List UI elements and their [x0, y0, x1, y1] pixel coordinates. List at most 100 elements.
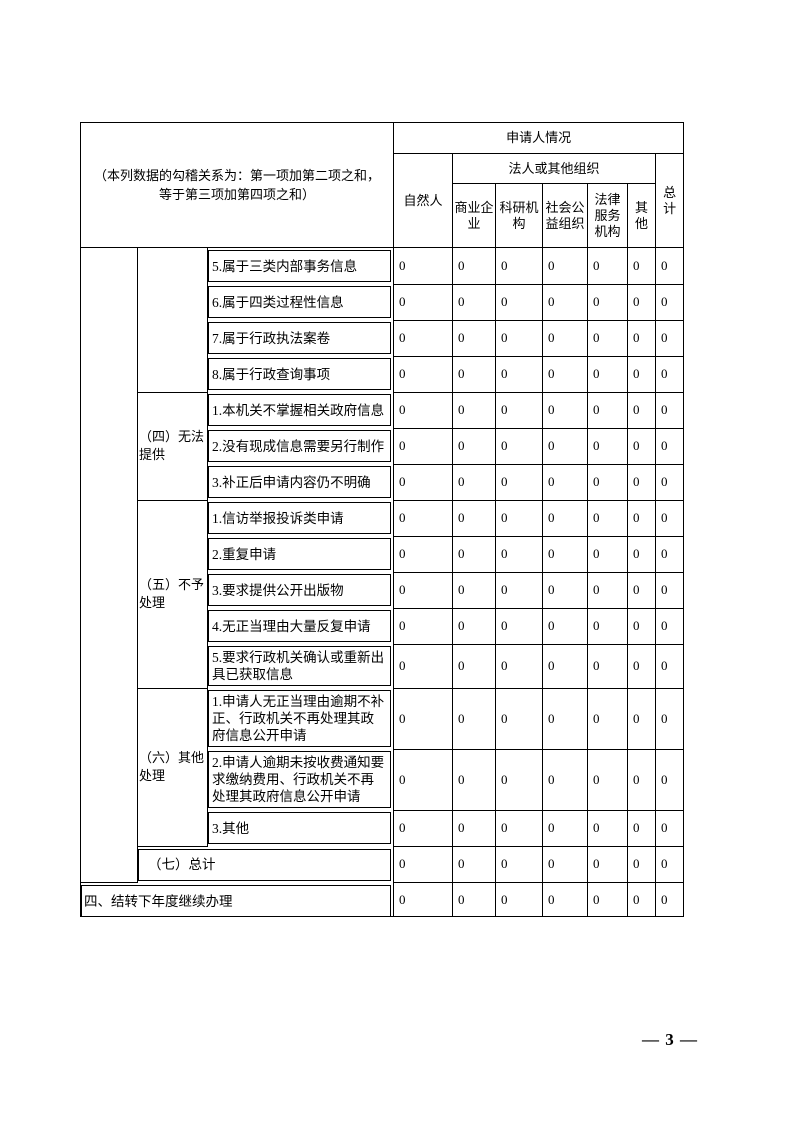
data-cell: 0 [452, 809, 497, 847]
item-label-cell: 1.信访举报投诉类申请 [206, 500, 395, 536]
item-label: 7.属于行政执法案卷 [208, 322, 392, 354]
data-cell: 0 [627, 882, 657, 917]
section-label-cell: （六）其他处理 [137, 687, 208, 847]
col-header-commercial-enterprise: 商业企业 [452, 183, 497, 248]
section-label-cell: （五）不予处理 [137, 499, 208, 689]
data-cell: 0 [452, 247, 497, 285]
data-cell: 0 [542, 391, 589, 429]
data-cell: 0 [627, 427, 657, 465]
data-cell: 0 [587, 607, 629, 645]
data-cell: 0 [495, 319, 544, 357]
data-cell: 0 [452, 535, 497, 573]
data-cell: 0 [393, 391, 454, 429]
section-label-cell: （四）无法提供 [137, 391, 208, 501]
data-cell: 0 [495, 463, 544, 501]
col-header-total: 总计 [655, 153, 685, 248]
data-cell: 0 [542, 643, 589, 689]
data-cell: 0 [542, 319, 589, 357]
data-cell: 0 [627, 499, 657, 537]
data-cell: 0 [495, 809, 544, 847]
item-label-cell: 1.本机关不掌握相关政府信息 [206, 392, 395, 428]
data-cell: 0 [542, 607, 589, 645]
data-cell: 0 [655, 463, 685, 501]
data-cell: 0 [587, 463, 629, 501]
data-cell: 0 [655, 535, 685, 573]
data-cell: 0 [452, 687, 497, 750]
item-label: 6.属于四类过程性信息 [208, 286, 392, 318]
data-cell: 0 [393, 607, 454, 645]
col-header-natural-person: 自然人 [393, 153, 454, 248]
item-label-cell: 2.申请人逾期未按收费通知要求缴纳费用、行政机关不再处理其政府信息公开申请 [206, 749, 395, 810]
item-label: 3.其他 [208, 812, 392, 844]
item-label-cell: 5.要求行政机关确认或重新出具已获取信息 [206, 644, 395, 688]
data-cell: 0 [495, 391, 544, 429]
data-cell: 0 [393, 463, 454, 501]
data-cell: 0 [587, 809, 629, 847]
page-number: — 3 — [642, 1030, 698, 1049]
data-cell: 0 [393, 845, 454, 883]
spanning-empty-cell [80, 247, 138, 883]
data-cell: 0 [393, 355, 454, 393]
statistics-table: （本列数据的勾稽关系为：第一项加第二项之和， 等于第三项加第四项之和） 申请人情… [79, 122, 685, 917]
data-cell: 0 [587, 748, 629, 811]
data-cell: 0 [542, 571, 589, 609]
data-cell: 0 [655, 427, 685, 465]
item-label: 1.信访举报投诉类申请 [208, 502, 392, 534]
item-label-cell: 3.要求提供公开出版物 [206, 572, 395, 608]
data-cell: 0 [627, 283, 657, 321]
data-cell: 0 [655, 809, 685, 847]
data-cell: 0 [542, 845, 589, 883]
data-cell: 0 [452, 571, 497, 609]
data-cell: 0 [393, 809, 454, 847]
data-cell: 0 [587, 319, 629, 357]
data-cell: 0 [655, 882, 685, 917]
data-cell: 0 [495, 571, 544, 609]
section-label-cell [137, 247, 208, 393]
data-cell: 0 [452, 643, 497, 689]
header-applicant-situation: 申请人情况 [393, 122, 685, 154]
data-cell: 0 [495, 247, 544, 285]
data-cell: 0 [587, 643, 629, 689]
data-cell: 0 [452, 845, 497, 883]
item-label: 3.补正后申请内容仍不明确 [208, 466, 392, 498]
data-cell: 0 [587, 882, 629, 917]
data-cell: 0 [393, 499, 454, 537]
data-cell: 0 [655, 607, 685, 645]
data-cell: 0 [542, 247, 589, 285]
data-cell: 0 [587, 571, 629, 609]
data-cell: 0 [655, 643, 685, 689]
data-cell: 0 [495, 355, 544, 393]
data-cell: 0 [627, 247, 657, 285]
data-cell: 0 [393, 535, 454, 573]
data-cell: 0 [452, 607, 497, 645]
data-cell: 0 [587, 535, 629, 573]
data-cell: 0 [587, 355, 629, 393]
data-cell: 0 [452, 355, 497, 393]
item-label-cell: 4.无正当理由大量反复申请 [206, 608, 395, 644]
data-cell: 0 [655, 571, 685, 609]
table-note: （本列数据的勾稽关系为：第一项加第二项之和， 等于第三项加第四项之和） [79, 122, 395, 248]
data-cell: 0 [542, 535, 589, 573]
data-cell: 0 [627, 463, 657, 501]
data-cell: 0 [587, 391, 629, 429]
data-cell: 0 [542, 427, 589, 465]
item-label-cell: 6.属于四类过程性信息 [206, 284, 395, 320]
item-label-cell: 8.属于行政查询事项 [206, 356, 395, 392]
item-label: 2.重复申请 [208, 538, 392, 570]
data-cell: 0 [393, 247, 454, 285]
data-cell: 0 [495, 427, 544, 465]
data-cell: 0 [627, 607, 657, 645]
data-cell: 0 [393, 687, 454, 750]
data-cell: 0 [655, 319, 685, 357]
total-row-label-cell: （七）总计 [136, 846, 395, 883]
data-cell: 0 [627, 809, 657, 847]
item-label: 2.没有现成信息需要另行制作 [208, 430, 392, 462]
item-label-cell: 5.属于三类内部事务信息 [206, 247, 395, 284]
data-cell: 0 [587, 247, 629, 285]
item-label-cell: 1.申请人无正当理由逾期不补正、行政机关不再处理其政府信息公开申请 [206, 688, 395, 749]
data-cell: 0 [393, 283, 454, 321]
data-cell: 0 [627, 571, 657, 609]
item-label-cell: 2.没有现成信息需要另行制作 [206, 428, 395, 464]
data-cell: 0 [627, 535, 657, 573]
